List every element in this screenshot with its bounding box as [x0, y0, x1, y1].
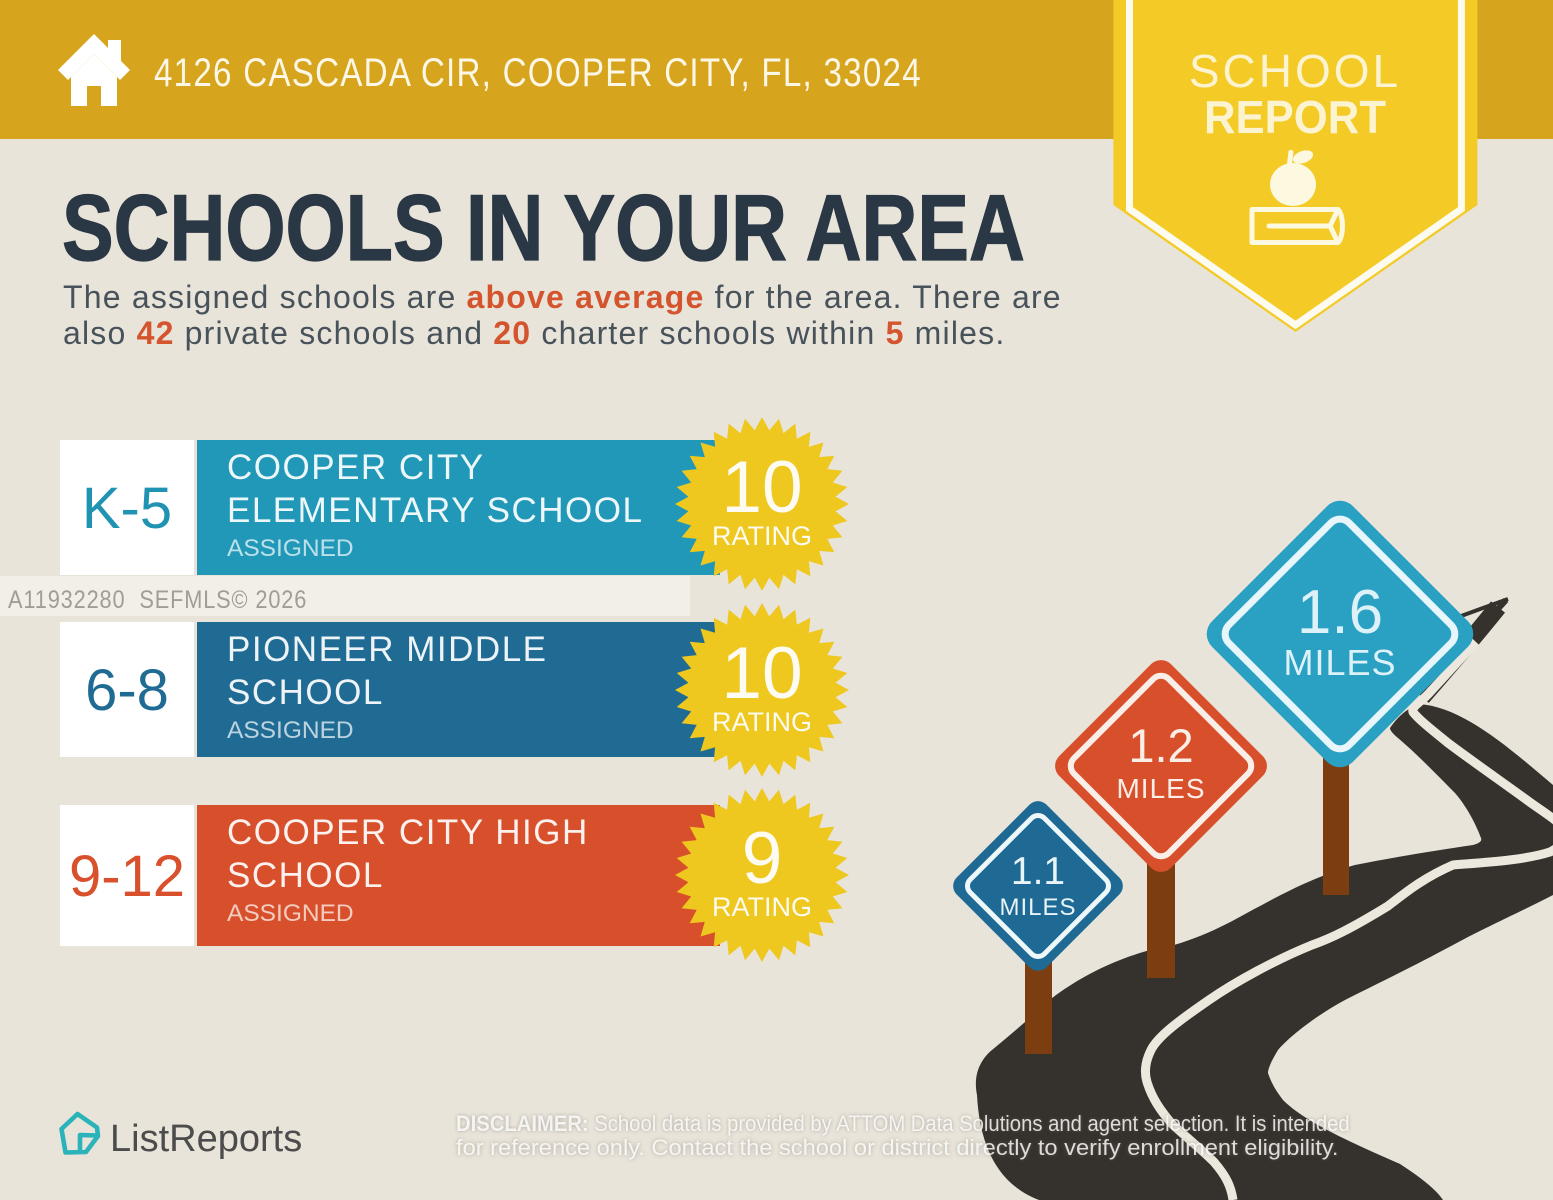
svg-text:1.2: 1.2 — [1128, 719, 1193, 772]
svg-text:RATING: RATING — [712, 707, 812, 737]
svg-text:RATING: RATING — [712, 892, 812, 922]
svg-text:SCHOOL: SCHOOL — [1189, 45, 1401, 97]
svg-text:RATING: RATING — [712, 521, 812, 551]
svg-text:10: 10 — [721, 633, 802, 714]
svg-text:1.6: 1.6 — [1297, 578, 1383, 647]
svg-text:10: 10 — [721, 447, 802, 528]
svg-text:MILES: MILES — [1283, 642, 1396, 683]
svg-text:REPORT: REPORT — [1204, 91, 1386, 143]
svg-text:1.1: 1.1 — [1011, 850, 1065, 893]
svg-text:MILES: MILES — [1116, 773, 1205, 804]
svg-text:9: 9 — [742, 818, 783, 899]
svg-text:MILES: MILES — [999, 894, 1076, 921]
